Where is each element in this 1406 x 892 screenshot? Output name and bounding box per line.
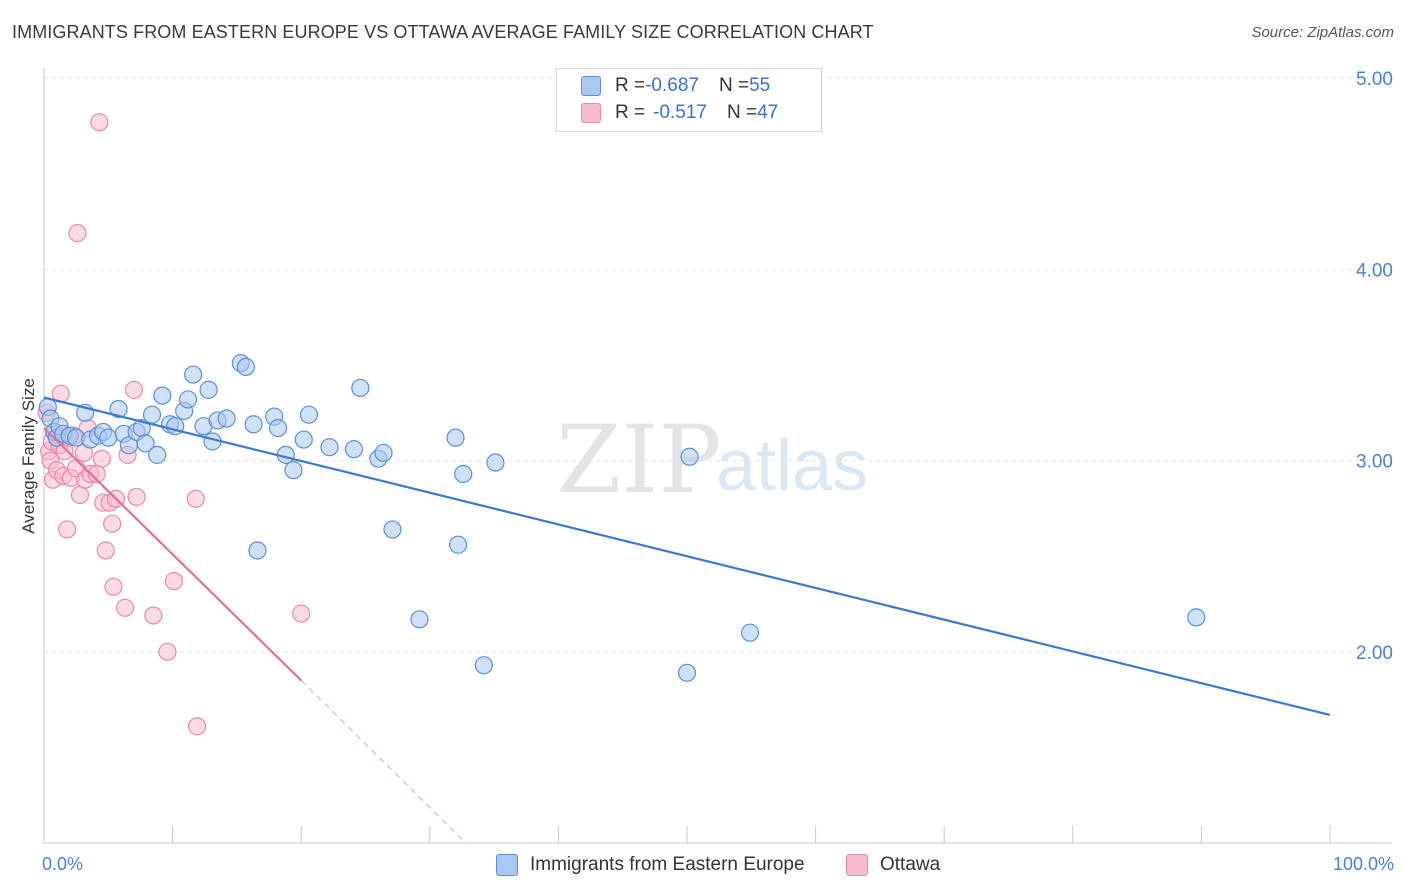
- x-tick-label-start: 0.0%: [42, 854, 83, 874]
- immigrants-point: [486, 453, 505, 472]
- ottawa-point: [58, 520, 77, 539]
- x-tick-label-end: 100.0%: [1333, 854, 1394, 874]
- immigrants-point: [344, 440, 364, 459]
- immigrants-point: [474, 656, 493, 675]
- legend-n-label: N =: [726, 102, 758, 123]
- ottawa-point: [115, 598, 135, 617]
- ottawa-point: [158, 642, 177, 661]
- ottawa-trend-line: [43, 427, 302, 682]
- immigrants-point: [446, 428, 465, 447]
- bottom-legend-ottawa: Ottawa: [846, 852, 940, 878]
- blue-swatch: [581, 76, 601, 96]
- immigrants-point: [142, 405, 162, 424]
- immigrants-point: [199, 380, 218, 399]
- x-tick-labels: 0.0% 100.0%: [42, 854, 1394, 874]
- immigrants-points: [38, 353, 1206, 682]
- ottawa-point: [292, 604, 311, 623]
- ottawa-points: [37, 113, 311, 736]
- immigrants-point: [236, 357, 256, 377]
- ottawa-trend-line: [300, 680, 467, 844]
- immigrants-point: [109, 399, 128, 419]
- immigrants-point: [244, 415, 263, 434]
- immigrants-point: [454, 464, 473, 484]
- bottom-legend-immigrants: Immigrants from Eastern Europe: [496, 852, 805, 878]
- immigrants-point: [1187, 608, 1206, 627]
- immigrants-trend-line: [43, 396, 1331, 716]
- immigrants-point: [184, 365, 203, 384]
- legend-n-value: 55: [749, 75, 771, 96]
- immigrants-point: [448, 535, 468, 554]
- y-axis-label: Average Family Size: [19, 378, 38, 534]
- immigrants-point: [248, 541, 267, 560]
- immigrants-point: [153, 386, 172, 405]
- ottawa-point: [92, 449, 111, 468]
- immigrants-point: [374, 443, 393, 463]
- immigrants-point: [294, 430, 313, 449]
- ottawa-point: [104, 577, 123, 596]
- immigrants-point: [99, 428, 118, 447]
- pink-swatch: [581, 103, 601, 123]
- immigrants-point: [740, 623, 760, 642]
- ottawa-point: [68, 223, 87, 243]
- source-label: Source: ZipAtlas.com: [1251, 24, 1394, 41]
- y-tick-label: 2.00: [1356, 643, 1393, 664]
- immigrants-point: [383, 520, 402, 539]
- trend-lines: [43, 396, 1331, 844]
- ottawa-point: [70, 485, 90, 505]
- immigrants-point: [320, 438, 339, 457]
- ottawa-point: [90, 113, 109, 132]
- pink-legend-swatch: [846, 854, 868, 876]
- immigrants-point: [299, 405, 319, 424]
- ottawa-point: [103, 514, 122, 533]
- legend-r-label: R =: [615, 102, 646, 123]
- correlation-legend: R = -0.687 N = 55 R = -0.517 N = 47: [556, 68, 822, 132]
- y-tick-label: 5.00: [1356, 69, 1393, 90]
- y-tick-label: 4.00: [1356, 260, 1393, 281]
- ottawa-point: [187, 717, 207, 736]
- legend-r-label: R =: [615, 75, 646, 96]
- ottawa-point: [124, 380, 144, 399]
- immigrants-point: [148, 445, 167, 464]
- ottawa-point: [164, 571, 183, 591]
- immigrants-point: [680, 447, 699, 466]
- series-name-ottawa: Ottawa: [880, 854, 941, 875]
- ottawa-point: [144, 606, 163, 625]
- ottawa-point: [96, 541, 115, 560]
- immigrants-point: [217, 409, 236, 428]
- immigrants-point: [410, 610, 429, 629]
- series-name-immigrants: Immigrants from Eastern Europe: [530, 854, 805, 875]
- immigrants-point: [284, 461, 303, 480]
- immigrants-point: [351, 378, 370, 398]
- blue-legend-swatch: [496, 854, 518, 876]
- immigrants-point: [677, 663, 697, 682]
- ottawa-point: [127, 487, 146, 507]
- legend-row-ottawa: R = -0.517 N = 47: [581, 100, 778, 126]
- immigrants-point: [136, 434, 155, 453]
- legend-row-immigrants: R = -0.687 N = 55: [581, 73, 770, 99]
- legend-n-label: N =: [718, 75, 750, 96]
- immigrants-point: [268, 418, 288, 438]
- watermark-atlas: atlas: [716, 426, 868, 506]
- immigrants-point: [178, 390, 198, 409]
- legend-r-value: -0.687: [645, 75, 699, 96]
- legend-r-value: -0.517: [653, 102, 707, 123]
- y-tick-labels: 2.00 3.00 4.00 5.00: [1356, 69, 1393, 664]
- chart-title: IMMIGRANTS FROM EASTERN EUROPE VS OTTAWA…: [12, 22, 874, 42]
- ottawa-point: [186, 489, 205, 508]
- legend-n-value: 47: [757, 102, 779, 123]
- y-tick-label: 3.00: [1356, 452, 1393, 473]
